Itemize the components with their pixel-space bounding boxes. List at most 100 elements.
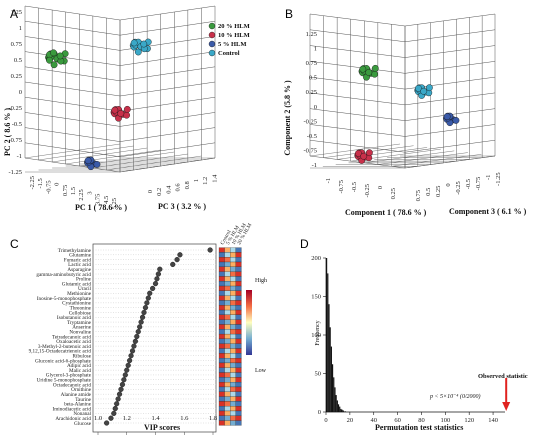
metabolite-label: Isobutanoic acid — [57, 315, 92, 321]
heatmap-cell — [218, 372, 225, 378]
hist-bars — [326, 258, 346, 412]
vip-tick-label: 1.8 — [209, 415, 217, 422]
metabolite-label: Taurine — [75, 397, 91, 403]
heatmap-cell — [218, 333, 225, 340]
heatmap-cell — [224, 338, 231, 344]
heatmap-cell — [230, 314, 236, 320]
heatmap-cell — [235, 305, 242, 311]
vip-point — [112, 405, 118, 412]
grid-line — [404, 61, 496, 74]
hist-bar — [331, 364, 334, 412]
floor-line — [106, 155, 202, 171]
x-tick-label: 4.5 — [103, 196, 110, 204]
hist-xlabel: Permutation test statistics — [375, 423, 463, 432]
panel-a-xlabel: PC 1 ( 78.6 % ) — [75, 203, 127, 212]
vip-point — [115, 396, 121, 402]
panel-d: D 0 20 40 60 80 100 120 140 0 50 100 150 200 Frequen… — [300, 237, 528, 432]
vip-point — [137, 324, 143, 330]
metabolite-label: Alanine amide — [61, 392, 92, 398]
vip-point — [121, 377, 127, 383]
heatmap-cell — [218, 314, 225, 320]
metabolite-label: 3-Methyl-2-butenoic acid — [38, 344, 92, 350]
y-tick-label: 0.25 — [11, 73, 22, 80]
heatmap-cell — [224, 319, 231, 325]
y-tick-label: -1 — [312, 162, 317, 169]
z-tick-label: 1.2 — [202, 177, 209, 185]
point-control — [420, 87, 428, 95]
floor-line — [309, 143, 401, 157]
heatmap-cell — [230, 377, 236, 383]
x-tick-label: -0.75 — [338, 180, 345, 194]
vip-gridlines — [93, 249, 216, 424]
heatmap-cell — [230, 348, 236, 354]
point-10-hlm — [123, 105, 131, 113]
floor-line — [404, 155, 496, 169]
point-20-hlm — [50, 61, 58, 69]
x-tick-label: 1.5 — [70, 187, 77, 195]
observed-arrow-head — [502, 402, 511, 411]
z-tick-label: 0.25 — [435, 186, 442, 197]
heatmap-cell — [230, 300, 236, 306]
heatmap-cell — [224, 367, 231, 373]
vip-xlabel: VIP scores — [144, 423, 180, 432]
y-tick-label: 0.5 — [14, 57, 22, 64]
heatmap-cell — [235, 353, 242, 359]
point-10-hlm — [123, 111, 131, 119]
hist-x-tick-label: 40 — [370, 417, 377, 424]
hist-x-tick-label: 80 — [418, 417, 425, 424]
z-tick-label: -1 — [485, 175, 492, 180]
y-tick-label: 0 — [314, 104, 317, 111]
y-tick-label: 1.25 — [306, 31, 317, 38]
heatmap-cell — [218, 305, 225, 311]
heatmap-cell — [224, 358, 231, 364]
point-20-hlm — [46, 56, 53, 64]
metabolite-label: Octadecanoic acid — [53, 382, 92, 388]
vip-point — [118, 386, 124, 392]
point-20-hlm — [371, 64, 379, 72]
grid-line — [309, 124, 406, 137]
heatmap-cell — [235, 386, 242, 392]
vip-point — [111, 410, 117, 416]
floor-line — [38, 145, 134, 161]
z-tick-label: 0.4 — [165, 185, 172, 194]
heatmap-cell — [230, 420, 236, 426]
vip-point — [147, 290, 153, 296]
grid-line — [119, 96, 216, 112]
heatmap-cell — [224, 415, 231, 421]
vip-point — [122, 372, 128, 378]
heatmap-cell — [230, 290, 236, 296]
metabolite-label: Glutamine — [69, 253, 92, 259]
heatmap-cell — [224, 276, 231, 282]
heatmap-cell — [230, 382, 236, 388]
heatmap-cell — [218, 290, 225, 296]
heatmap-cell — [218, 324, 225, 330]
y-tick-label: -0.75 — [8, 137, 22, 144]
heatmap-cell — [230, 309, 236, 316]
panel-a-grid — [24, 5, 216, 173]
vip-tick-label: 1.2 — [123, 415, 131, 422]
panel-b-xlabel: Component 1 ( 78.6 % ) — [345, 208, 427, 217]
metabolite-label: Threonine — [70, 305, 92, 311]
hist-x-tick-label: 20 — [347, 417, 354, 424]
metabolite-label: Ornithine — [71, 387, 92, 393]
heatmap-cell — [230, 281, 236, 287]
legend-label: 5 % HLM — [218, 41, 247, 48]
floor-line — [52, 147, 148, 163]
floor-line — [391, 154, 482, 167]
x-tick-label: -1.5 — [37, 178, 44, 188]
heatmap-cell — [235, 314, 242, 320]
point-10-hlm — [365, 149, 373, 157]
vip-point — [139, 314, 146, 320]
z-tick-label: 0.5 — [425, 188, 432, 196]
heatmap-cell — [230, 353, 236, 359]
heatmap-cell — [235, 410, 242, 416]
heatmap-cell — [218, 420, 225, 426]
grid-line — [119, 142, 216, 158]
hist-x-tick-label: 60 — [394, 417, 401, 424]
grid-line — [309, 61, 406, 74]
heat-low-label: Low — [255, 368, 267, 374]
z-tick-label: -0.5 — [465, 179, 472, 189]
point-20-hlm — [56, 52, 64, 60]
vip-point — [134, 333, 140, 340]
